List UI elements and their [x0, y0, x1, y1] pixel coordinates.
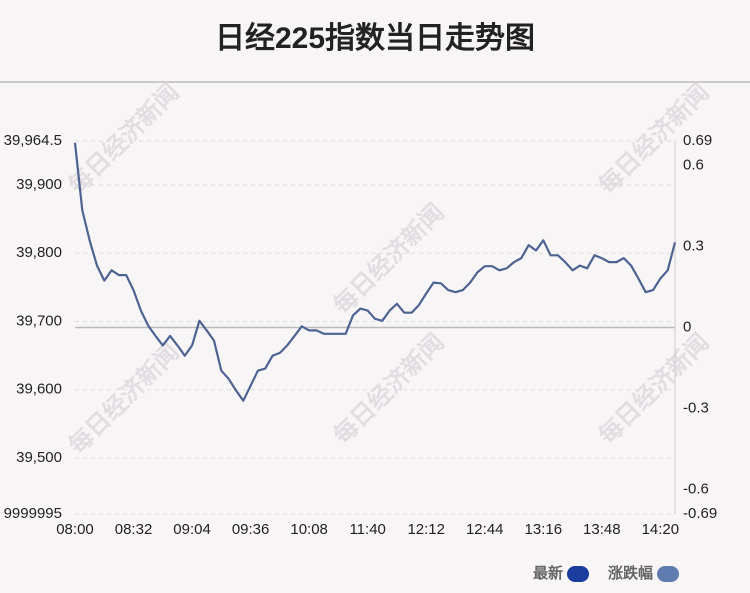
y-tick-label: 39,600	[16, 381, 62, 398]
legend-swatch	[567, 566, 590, 582]
y2-tick-label: -0.69	[683, 505, 717, 522]
y2-tick-label: 0.3	[683, 237, 704, 254]
x-tick-label: 09:04	[173, 521, 211, 538]
y-tick-label: 9999995	[4, 505, 62, 522]
x-tick-label: 11:40	[349, 521, 385, 538]
legend-label: 涨跌幅	[608, 564, 653, 582]
x-tick-label: 13:48	[583, 521, 621, 538]
chart-title: 日经225指数当日走势图	[215, 21, 535, 55]
y2-tick-label: -0.6	[683, 481, 709, 498]
legend-swatch	[657, 566, 680, 582]
y-tick-label: 39,900	[16, 176, 62, 193]
x-tick-label: 12:44	[466, 521, 504, 538]
x-tick-label: 09:36	[232, 521, 270, 538]
x-tick-label: 14:20	[642, 521, 680, 538]
y-tick-label: 39,800	[16, 244, 62, 261]
y-tick-label: 39,500	[16, 449, 62, 466]
y2-tick-label: 0.69	[683, 132, 712, 149]
x-tick-label: 13:16	[525, 521, 563, 538]
y2-tick-label: 0	[683, 318, 691, 335]
y2-tick-label: 0.6	[683, 156, 704, 173]
x-tick-label: 08:32	[115, 521, 153, 538]
y-tick-label: 39,964.5	[4, 132, 62, 149]
x-tick-label: 12:12	[407, 521, 445, 538]
x-tick-label: 10:08	[290, 521, 328, 538]
x-tick-label: 08:00	[56, 521, 94, 538]
price-line	[73, 142, 677, 402]
y2-tick-label: -0.3	[683, 400, 709, 417]
y-tick-label: 39,700	[16, 312, 62, 329]
legend-label: 最新	[533, 564, 563, 582]
